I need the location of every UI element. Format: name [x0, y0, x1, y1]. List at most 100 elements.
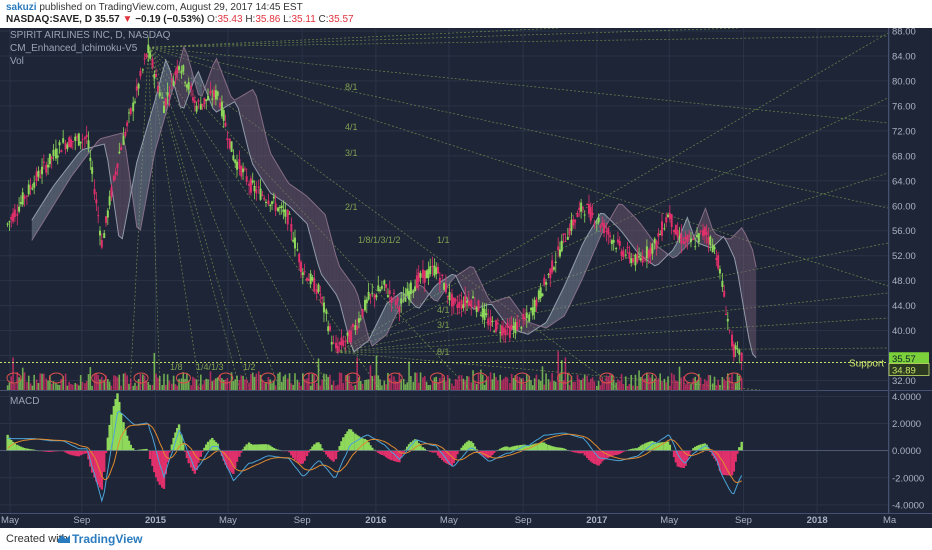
macd-histogram-bar [151, 450, 154, 467]
volume-bar [562, 380, 565, 390]
candle-body [702, 229, 705, 237]
macd-tick-label: 2.0000 [892, 419, 921, 430]
macd-histogram-bar [535, 443, 538, 451]
chart-area[interactable]: 88.00 84.00 80.00 76.00 72.00 68.00 64.00 60.00… [0, 28, 932, 528]
fan-label: 4/1 [345, 122, 358, 132]
tradingview-link[interactable]: TradingView [72, 532, 143, 546]
candle-body [653, 238, 656, 244]
volume-bar [694, 376, 697, 390]
cloud-segment [82, 148, 87, 162]
author-link[interactable]: sakuzi [6, 2, 37, 13]
volume-bar [626, 385, 629, 390]
candle-body [141, 69, 144, 71]
macd-histogram-bar [539, 442, 542, 451]
macd-histogram-bar [317, 442, 320, 451]
ichimoku-legend[interactable]: CM_Enhanced_Ichimoku-V5 [10, 43, 138, 54]
macd-histogram-bar [605, 450, 608, 459]
cloud-segment [571, 261, 576, 302]
cloud-segment [361, 309, 365, 347]
price-tick-label: 76.00 [892, 101, 916, 112]
macd-histogram-bar [307, 450, 311, 453]
macd-histogram-bar [475, 449, 478, 451]
cloud-segment [100, 137, 105, 145]
macd-histogram-bar [388, 450, 391, 460]
macd-histogram-bar [180, 434, 183, 451]
volume-bar [485, 379, 488, 390]
fan-label: 1/1 [437, 235, 450, 245]
candle-body [272, 196, 275, 199]
candle-body [74, 136, 77, 141]
macd-histogram-bar [301, 450, 305, 464]
volume-bar [446, 374, 449, 390]
candle-body [433, 265, 436, 276]
cloud-segment [39, 203, 43, 229]
volume-bar [514, 375, 517, 390]
macd-histogram-bar [164, 450, 167, 475]
volume-bar [603, 381, 605, 390]
macd-tick-label: 4.0000 [892, 392, 921, 403]
candle-body [300, 262, 303, 272]
macd-histogram-bar [591, 450, 594, 463]
volume-bar [443, 377, 445, 390]
candle-body [271, 201, 274, 205]
candle-body [317, 284, 320, 292]
candle-body [576, 212, 579, 218]
macd-histogram-bar [375, 450, 378, 452]
volume-bar [271, 383, 273, 390]
volume-bar [707, 374, 710, 390]
candle-body [684, 237, 687, 240]
macd-histogram-bar [145, 448, 148, 451]
candle-body [520, 327, 523, 329]
volume-bar [717, 379, 719, 390]
candle-body [386, 295, 389, 297]
cloud-segment [183, 46, 188, 109]
macd-histogram-bar [668, 444, 672, 451]
macd-histogram-bar [464, 443, 467, 451]
macd-histogram-bar [326, 450, 330, 457]
cloud-segment [578, 244, 583, 287]
candle-body [315, 289, 318, 294]
cloud-segment [430, 287, 434, 300]
candle-body [572, 219, 575, 226]
macd-histogram-bar [400, 450, 403, 458]
volume-bar [628, 383, 631, 390]
volume-bar [161, 385, 163, 390]
chart-svg[interactable]: 88.00 84.00 80.00 76.00 72.00 68.00 64.00 60.00… [0, 28, 932, 528]
cloud-segment [556, 293, 561, 321]
candle-body [435, 267, 438, 274]
volume-bar [79, 375, 82, 390]
macd-histogram-bar [515, 445, 519, 451]
macd-histogram-bar [578, 450, 581, 454]
macd-histogram-bar [162, 450, 166, 489]
price-tick-label: 64.00 [892, 176, 916, 187]
fan-line [148, 35, 889, 48]
macd-histogram-bar [531, 444, 535, 451]
volume-bar [350, 384, 352, 390]
candle-body [151, 59, 154, 68]
cloud-segment [618, 204, 623, 233]
candle-body [12, 212, 15, 222]
volume-bar [282, 376, 285, 390]
candle-body [464, 295, 467, 307]
macd-legend[interactable]: MACD [10, 396, 40, 407]
fan-line [336, 292, 889, 353]
volume-bar [52, 381, 55, 390]
volume-bar [379, 379, 381, 390]
cloud-segment [122, 132, 126, 239]
cloud-segment [748, 241, 753, 355]
candle-body [622, 250, 625, 258]
volume-bar [116, 377, 119, 390]
macd-histogram-bar [313, 444, 316, 451]
candle-body [485, 313, 488, 316]
candle-body [506, 322, 509, 329]
volume-bar [120, 385, 122, 390]
volume-bar [503, 378, 505, 390]
candle-body [301, 272, 304, 276]
macd-histogram-bar [506, 446, 509, 451]
volume-bar [422, 377, 424, 390]
volume-spike-marker [387, 372, 403, 384]
macd-histogram-bar [93, 450, 96, 478]
macd-histogram-bar [369, 445, 372, 451]
volume-bar [454, 378, 457, 390]
volume-legend[interactable]: Vol [10, 56, 24, 67]
